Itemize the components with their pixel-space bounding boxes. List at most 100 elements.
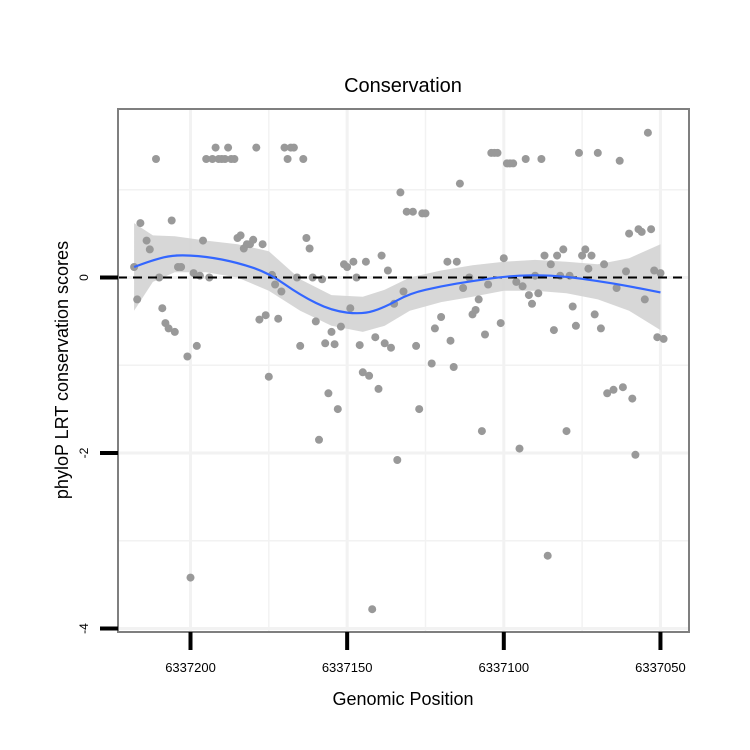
data-point <box>336 322 345 331</box>
data-point <box>293 273 301 282</box>
data-point <box>534 289 543 298</box>
data-point <box>568 302 577 311</box>
data-point <box>374 384 383 393</box>
data-point <box>622 267 630 276</box>
data-point <box>236 231 245 240</box>
data-point <box>600 260 609 269</box>
data-point <box>625 229 634 238</box>
data-point <box>509 159 518 168</box>
data-point <box>656 269 665 278</box>
data-point <box>581 245 590 254</box>
data-point <box>258 240 267 249</box>
data-point <box>343 263 352 271</box>
data-point <box>136 219 145 228</box>
data-point <box>587 251 596 260</box>
panel-background <box>118 109 689 632</box>
plot-area: 6337200 6337150 6337100 6337050 0 -2 -4 <box>77 108 690 675</box>
data-point <box>158 304 167 313</box>
data-point <box>346 304 355 313</box>
data-point <box>515 444 524 453</box>
data-point <box>546 260 555 269</box>
data-point <box>578 251 587 260</box>
data-point <box>399 287 408 296</box>
x-tick-label: 6337150 <box>322 660 373 675</box>
data-point <box>427 359 436 368</box>
data-point <box>145 245 154 254</box>
data-point <box>584 264 593 273</box>
data-point <box>368 605 377 614</box>
data-point <box>562 427 571 436</box>
data-point <box>365 371 374 380</box>
data-point <box>199 236 207 245</box>
data-point <box>631 450 640 459</box>
data-point <box>393 456 402 464</box>
data-point <box>477 427 486 436</box>
data-point <box>650 266 659 275</box>
data-point <box>383 266 392 275</box>
data-point <box>484 280 493 289</box>
data-point <box>603 389 612 398</box>
data-point <box>408 207 417 216</box>
data-point <box>446 336 455 345</box>
data-point <box>653 333 662 342</box>
data-point <box>455 179 464 188</box>
data-point <box>283 155 292 163</box>
data-point <box>628 394 637 403</box>
data-point <box>249 235 258 244</box>
data-point <box>518 282 527 291</box>
x-tick-label: 6337100 <box>478 660 529 675</box>
data-point <box>609 385 618 394</box>
data-point <box>186 573 195 582</box>
data-point <box>443 257 452 266</box>
data-point <box>189 269 198 278</box>
data-point <box>261 311 270 320</box>
data-point <box>521 155 530 163</box>
data-point <box>593 148 602 157</box>
data-point <box>280 143 289 152</box>
data-point <box>512 277 521 286</box>
data-point <box>315 435 323 444</box>
data-point <box>590 310 599 319</box>
data-point <box>133 295 142 304</box>
x-tick-label: 6337050 <box>635 660 686 675</box>
data-point <box>208 155 217 163</box>
data-point <box>524 291 533 300</box>
data-point <box>471 306 480 314</box>
data-point <box>528 299 536 308</box>
data-point <box>537 155 546 163</box>
data-point <box>358 368 367 377</box>
data-point <box>142 236 151 245</box>
data-point <box>496 319 505 328</box>
data-point <box>152 155 160 163</box>
data-point <box>330 340 339 349</box>
data-point <box>308 273 317 282</box>
data-point <box>571 321 580 330</box>
data-point <box>437 313 446 321</box>
data-point <box>355 341 364 350</box>
data-point <box>612 284 621 292</box>
data-point <box>349 257 358 266</box>
data-point <box>643 128 652 137</box>
data-point <box>170 327 179 336</box>
data-point <box>230 155 239 163</box>
data-point <box>596 324 605 333</box>
data-point <box>264 372 273 381</box>
data-point <box>543 551 552 560</box>
data-point <box>211 143 220 152</box>
y-tick-label: -4 <box>77 623 91 634</box>
data-point <box>271 280 280 289</box>
data-point <box>481 330 489 339</box>
data-point <box>327 327 336 336</box>
panel-border <box>117 108 690 633</box>
data-point <box>333 405 342 414</box>
data-point <box>361 257 370 266</box>
data-point <box>452 257 461 266</box>
data-point <box>430 324 439 333</box>
data-point <box>221 155 229 163</box>
data-point <box>459 284 468 292</box>
data-point <box>647 225 656 234</box>
data-point <box>155 273 164 282</box>
y-axis-label: phyloP LRT conservation scores <box>52 241 72 499</box>
data-point <box>164 324 173 333</box>
data-point <box>618 383 627 392</box>
